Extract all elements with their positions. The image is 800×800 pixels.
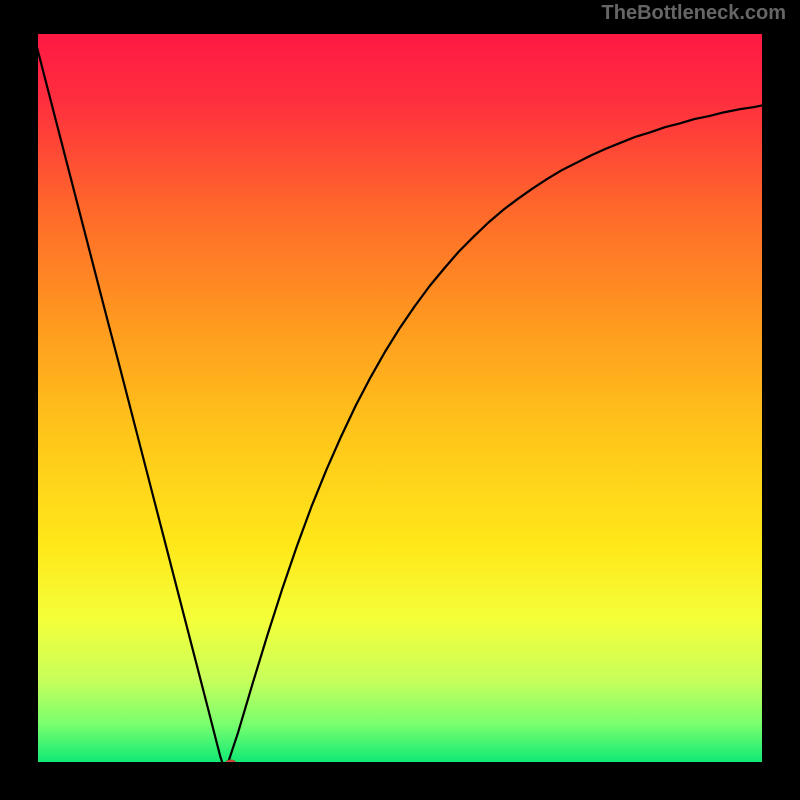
chart-plot-background [32,28,768,768]
chart-svg [0,0,800,800]
bottleneck-chart: TheBottleneck.com [0,0,800,800]
